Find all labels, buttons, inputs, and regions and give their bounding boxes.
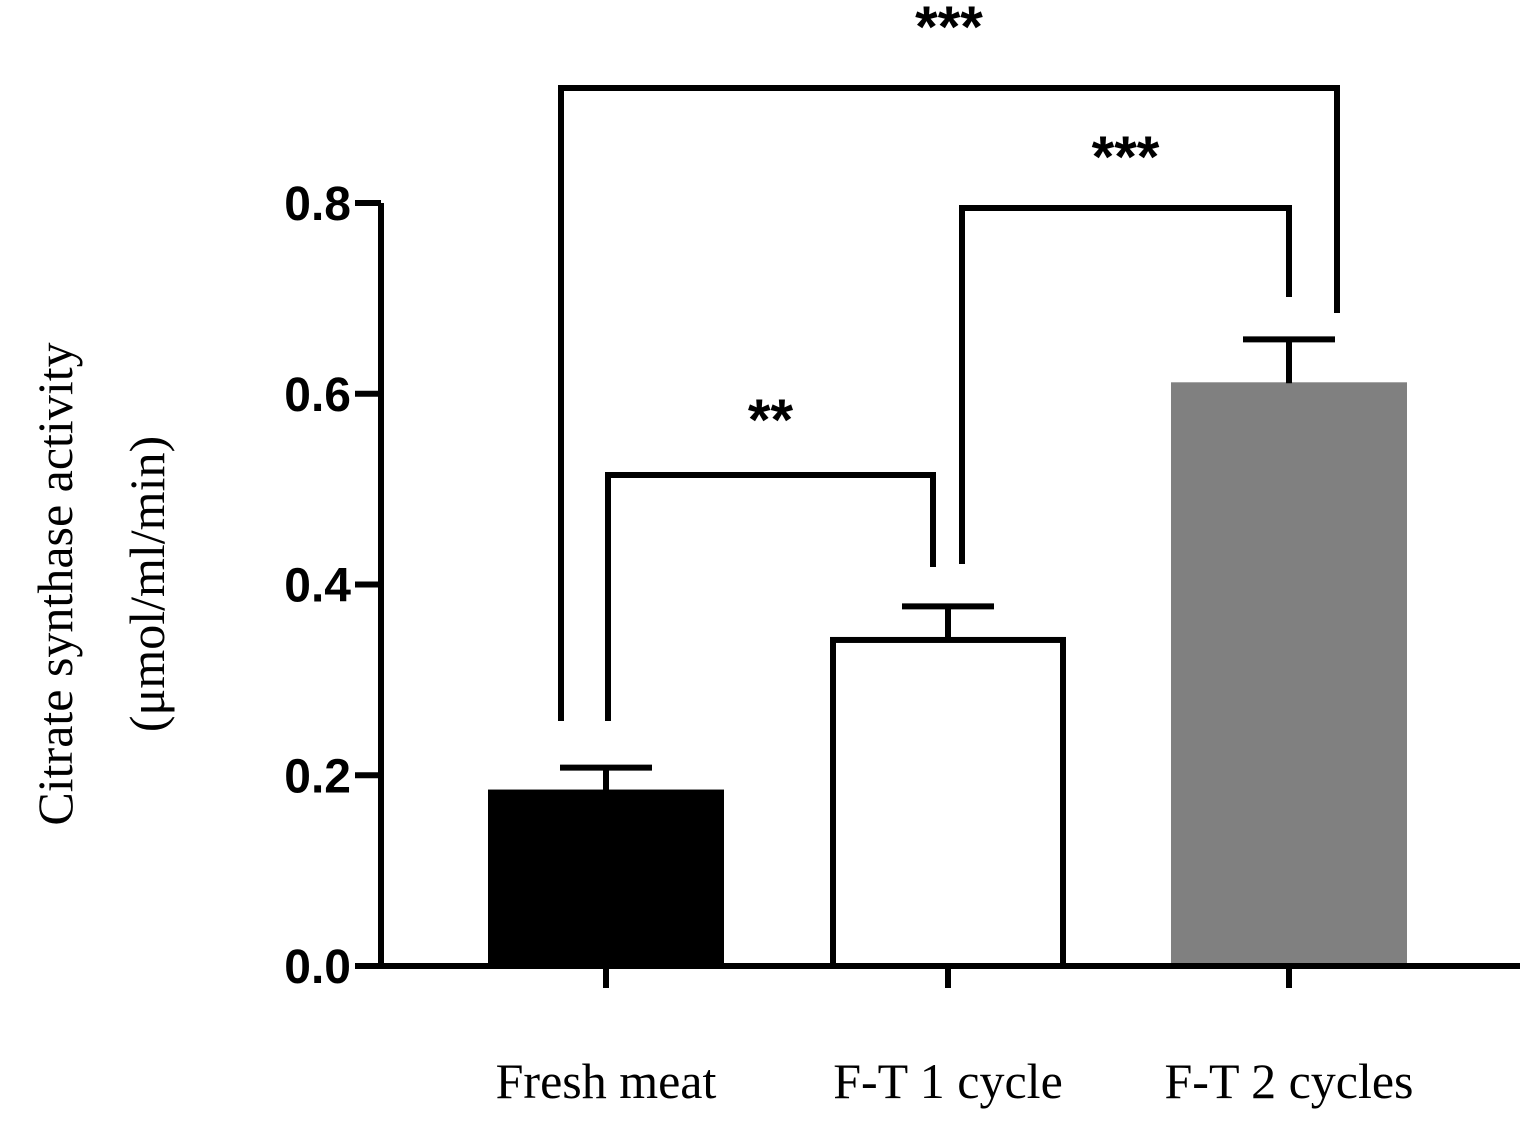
- significance-bracket: [959, 205, 1292, 564]
- significance-label: ***: [915, 0, 983, 60]
- significance-label: **: [748, 388, 794, 453]
- y-axis-title: Citrate synthase activity (μmol/ml/min): [27, 342, 175, 825]
- x-tick-label: F-T 1 cycle: [833, 1053, 1063, 1109]
- significance-bracket: [605, 472, 936, 721]
- y-tick-label: 0.4: [284, 560, 351, 613]
- y-tick-label: 0.2: [284, 750, 351, 803]
- x-tick-label: F-T 2 cycles: [1164, 1053, 1413, 1109]
- y-axis-title-text: Citrate synthase activity: [27, 342, 83, 825]
- bar: [488, 789, 724, 970]
- y-tick-label: 0.6: [284, 369, 351, 422]
- bar: [1171, 382, 1407, 966]
- x-ticks-layer: Fresh meat F-T 1 cycle F-T 2 cycles: [496, 966, 1414, 1109]
- bar: [830, 636, 1066, 969]
- y-tick-label: 0.8: [284, 178, 351, 231]
- significance-label: ***: [1092, 125, 1160, 190]
- y-ticks-layer: 0.0 0.2 0.4 0.6 0.8: [284, 178, 381, 994]
- y-tick-label: 0.0: [284, 941, 351, 994]
- x-tick-label: Fresh meat: [496, 1053, 717, 1109]
- error-bars-layer: [560, 336, 1335, 791]
- bars-layer: [488, 382, 1407, 970]
- y-axis-title-unit: (μmol/ml/min): [119, 436, 175, 732]
- significance-bracket: [558, 85, 1340, 721]
- significance-layer: ********: [558, 0, 1340, 721]
